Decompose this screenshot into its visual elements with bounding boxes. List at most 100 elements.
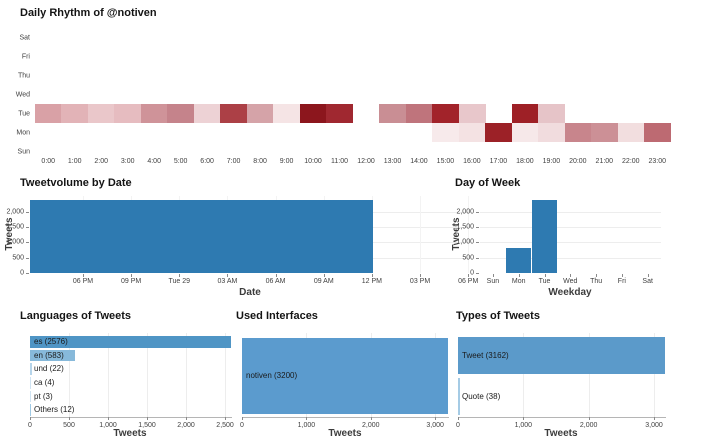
heatmap-cell[interactable] bbox=[114, 104, 142, 123]
x-tick-label: Sat bbox=[642, 278, 653, 285]
heatmap-cell[interactable] bbox=[432, 104, 460, 123]
heatmap-cell[interactable] bbox=[35, 104, 62, 123]
heatmap-day-label: Mon bbox=[16, 129, 30, 136]
heatmap-cell[interactable] bbox=[193, 104, 221, 123]
heatmap-hour-label: 0:00 bbox=[41, 158, 56, 165]
y-tick bbox=[26, 211, 29, 213]
y-tick-label: 1,500 bbox=[6, 223, 24, 231]
heatmap-hour-label: 14:00 bbox=[410, 158, 428, 165]
heatmap-cell[interactable] bbox=[87, 104, 115, 123]
x-tick bbox=[323, 274, 325, 277]
heatmap-hour-label: 8:00 bbox=[253, 158, 267, 165]
heatmap-cell[interactable] bbox=[432, 123, 460, 142]
gridline bbox=[588, 333, 590, 417]
bar-value-label: und (22) bbox=[34, 364, 64, 374]
heatmap-cell[interactable] bbox=[220, 104, 248, 123]
x-tick-label: 1,000 bbox=[514, 421, 533, 429]
heatmap-cell[interactable] bbox=[273, 104, 301, 123]
heatmap-hour-label: 10:00 bbox=[304, 158, 322, 165]
heatmap-cell[interactable] bbox=[405, 104, 433, 123]
heatmap-cell[interactable] bbox=[485, 123, 513, 142]
heatmap-hour-label: 18:00 bbox=[516, 158, 534, 165]
interface-bar[interactable] bbox=[242, 338, 448, 414]
tweet-type-bar[interactable] bbox=[458, 337, 665, 374]
x-tick-label: 03 PM bbox=[409, 278, 431, 285]
heatmap-hour-label: 9:00 bbox=[279, 158, 294, 165]
y-tick-label: 0 bbox=[470, 269, 474, 277]
language-bar[interactable] bbox=[30, 404, 31, 416]
x-tick bbox=[30, 417, 31, 420]
heatmap-cell[interactable] bbox=[458, 104, 486, 123]
x-tick bbox=[108, 417, 110, 420]
heatmap-cell[interactable] bbox=[299, 104, 327, 123]
heatmap-cell[interactable] bbox=[644, 123, 671, 142]
heatmap-cell[interactable] bbox=[326, 104, 354, 123]
heatmap-day-label: Fri bbox=[21, 53, 30, 60]
x-tick-label: 1,000 bbox=[297, 421, 316, 429]
x-tick bbox=[458, 417, 459, 420]
heatmap-hour-label: 5:00 bbox=[173, 158, 188, 165]
x-tick bbox=[435, 417, 437, 420]
tweet-type-bar[interactable] bbox=[458, 378, 461, 415]
x-tick-label: 0 bbox=[240, 421, 244, 429]
gridline bbox=[420, 196, 422, 273]
language-bar[interactable] bbox=[30, 336, 231, 348]
axis-title-interfaces-tweets-x: Tweets bbox=[328, 428, 362, 439]
heatmap-cell[interactable] bbox=[61, 104, 89, 123]
x-tick bbox=[147, 417, 149, 420]
y-tick bbox=[476, 242, 479, 244]
heatmap-cell[interactable] bbox=[538, 123, 565, 142]
x-tick bbox=[131, 274, 133, 277]
heatmap-hour-label: 19:00 bbox=[542, 158, 561, 165]
x-tick bbox=[179, 274, 181, 277]
heatmap-day-label: Tue bbox=[18, 110, 30, 117]
x-tick bbox=[69, 417, 70, 420]
heatmap-cell[interactable] bbox=[511, 123, 539, 142]
bar-value-label: Quote (38) bbox=[462, 391, 501, 401]
x-tick bbox=[186, 417, 188, 420]
heatmap-hour-label: 13:00 bbox=[383, 158, 402, 165]
x-tick-label: 12 PM bbox=[361, 278, 383, 285]
heatmap-cell[interactable] bbox=[538, 104, 565, 123]
x-tick-label: 2,500 bbox=[216, 421, 234, 429]
weekday-bar[interactable] bbox=[532, 199, 557, 273]
heatmap-cell[interactable] bbox=[379, 104, 407, 123]
heatmap-cell[interactable] bbox=[458, 123, 486, 142]
heatmap-hour-label: 20:00 bbox=[569, 158, 587, 165]
heatmap-hour-label: 15:00 bbox=[436, 158, 455, 165]
x-tick-label: Tue 29 bbox=[168, 278, 191, 285]
gridline bbox=[108, 333, 110, 417]
y-tick bbox=[26, 242, 29, 244]
x-tick-label: 0 bbox=[28, 421, 32, 429]
heatmap-cell[interactable] bbox=[564, 123, 592, 142]
bar-value-label: notiven (3200) bbox=[246, 371, 298, 380]
heatmap-cell[interactable] bbox=[511, 104, 539, 123]
x-tick bbox=[596, 274, 598, 277]
y-tick bbox=[26, 257, 29, 259]
gridline bbox=[186, 333, 188, 417]
y-tick bbox=[26, 227, 29, 229]
heatmap-cell[interactable] bbox=[167, 104, 195, 123]
y-tick-label: 2,000 bbox=[456, 208, 474, 216]
heatmap-hour-label: 11:00 bbox=[331, 158, 349, 165]
bar-value-label: en (583) bbox=[34, 350, 64, 360]
heatmap-cell[interactable] bbox=[246, 104, 274, 123]
bar-value-label: ca (4) bbox=[34, 377, 55, 387]
heatmap-hour-label: 6:00 bbox=[200, 158, 214, 165]
tweet-volume-area[interactable] bbox=[30, 199, 374, 273]
x-tick bbox=[588, 417, 590, 420]
heatmap-cell[interactable] bbox=[591, 123, 618, 142]
language-bar[interactable] bbox=[30, 363, 32, 375]
language-bar[interactable] bbox=[30, 349, 76, 362]
heatmap-cell[interactable] bbox=[140, 104, 168, 123]
x-tick-label: 2,000 bbox=[177, 421, 195, 429]
heatmap-cell[interactable] bbox=[617, 123, 645, 142]
x-tick bbox=[242, 417, 243, 420]
x-tick bbox=[523, 417, 525, 420]
weekday-bar[interactable] bbox=[506, 247, 532, 273]
axis-line bbox=[242, 417, 449, 418]
axis-title-languages-tweets-x: Tweets bbox=[113, 428, 147, 439]
y-tick-label: 1,500 bbox=[456, 223, 474, 231]
x-tick bbox=[225, 417, 227, 420]
